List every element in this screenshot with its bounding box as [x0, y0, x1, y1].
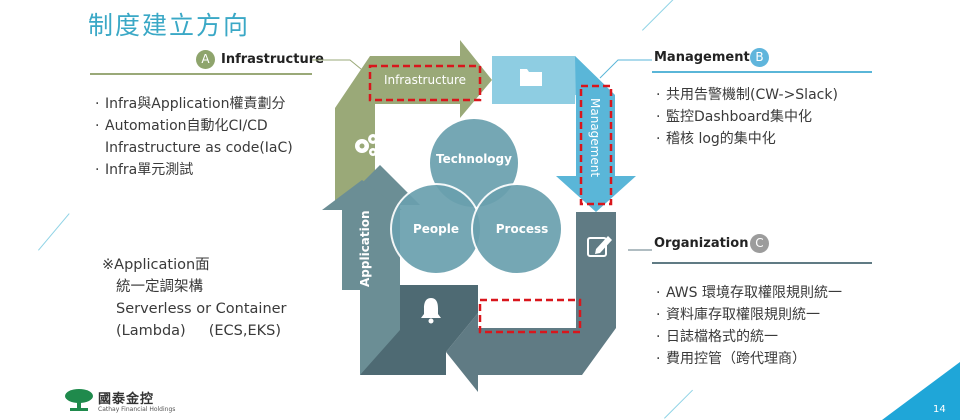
- organization-heading: Organization: [654, 236, 749, 251]
- infrastructure-bullets: · Infra與Application權責劃分 · Automation自動化CI/…: [95, 93, 293, 181]
- bullet-item: · Infra與Application權責劃分: [95, 93, 293, 115]
- connector-line: [599, 59, 652, 79]
- bullet-item: · 資料庫存取權限規則統一: [656, 304, 842, 326]
- bullet-dot: ·: [95, 162, 100, 178]
- edit-icon: [587, 236, 612, 257]
- bullet-dot: ·: [656, 285, 661, 301]
- infrastructure-arrow: [335, 40, 492, 118]
- bullet-item: · Infra單元測試: [95, 159, 293, 181]
- bullet-item: Infrastructure as code(IaC): [95, 137, 293, 159]
- bullet-dot: ·: [656, 109, 661, 125]
- bullet-item: · AWS 環境存取權限規則統一: [656, 282, 842, 304]
- logo-name: 國泰金控: [98, 392, 155, 407]
- bullet-text: 日誌檔格式的統一: [666, 329, 778, 345]
- bullet-text: 費用控管（跨代理商）: [666, 351, 806, 367]
- organization-rule: [652, 262, 872, 264]
- bullet-dot: ·: [656, 351, 661, 367]
- process-circle: [471, 183, 563, 275]
- bullet-text: 資料庫存取權限規則統一: [666, 307, 820, 323]
- bullet-text: Infra單元測試: [105, 162, 194, 178]
- bullet-dot: ·: [656, 307, 661, 323]
- infrastructure-highlight: [368, 64, 482, 102]
- application-note-line: 統一定調架構: [116, 279, 203, 295]
- application-note-line: Serverless or Container: [116, 301, 287, 317]
- application-arrow-label: Application: [358, 210, 372, 287]
- bullet-dot: ·: [95, 118, 100, 134]
- page-title: 制度建立方向: [88, 11, 251, 40]
- infrastructure-arrow-label: Infrastructure: [384, 73, 466, 87]
- organization-arrow-label: Organization: [490, 310, 573, 325]
- organization-bullets: · AWS 環境存取權限規則統一 · 資料庫存取權限規則統一 · 日誌檔格式的統一 ·…: [656, 282, 842, 370]
- bullet-text: 共用告警機制(CW->Slack): [666, 87, 838, 103]
- application-note-heading: ※Application面: [102, 257, 210, 273]
- bullet-item: · 共用告警機制(CW->Slack): [656, 84, 838, 106]
- organization-arrow-bottom: [360, 285, 478, 375]
- bullet-text: Infrastructure as code(IaC): [105, 140, 293, 156]
- technology-label: Technology: [436, 152, 512, 166]
- bullet-item: · 費用控管（跨代理商）: [656, 348, 842, 370]
- bullet-item: · Automation自動化CI/CD: [95, 115, 293, 137]
- application-arrow-body: [322, 180, 402, 290]
- management-arrow: [556, 56, 636, 212]
- page-number: 14: [933, 404, 946, 415]
- cathay-logo-icon: [65, 389, 93, 411]
- bullet-dot: ·: [656, 329, 661, 345]
- badge-c: C: [750, 234, 769, 253]
- folder-icon: [520, 69, 542, 86]
- management-heading: Management: [654, 50, 750, 65]
- bullet-dot: ·: [95, 96, 100, 112]
- bullet-text: 稽核 log的集中化: [666, 131, 776, 147]
- management-highlight: [579, 84, 613, 206]
- bullet-dot: ·: [656, 131, 661, 147]
- bell-icon: [421, 298, 441, 324]
- infrastructure-rule: [90, 73, 312, 75]
- people-label: People: [413, 222, 459, 236]
- bullet-dot: ·: [656, 87, 661, 103]
- management-rule: [652, 71, 872, 73]
- management-arrow-label: Management: [588, 98, 602, 177]
- logo-subtitle: Cathay Financial Holdings: [98, 406, 176, 413]
- application-note-line: (Lambda) (ECS,EKS): [116, 323, 282, 339]
- organization-highlight: [478, 298, 582, 334]
- application-note: ※Application面 統一定調架構 Serverless or Conta…: [102, 254, 287, 342]
- bullet-item: · 稽核 log的集中化: [656, 128, 838, 150]
- bullet-text: 監控Dashboard集中化: [666, 109, 812, 125]
- badge-a: A: [196, 50, 215, 69]
- bullet-item: · 監控Dashboard集中化: [656, 106, 838, 128]
- infrastructure-heading: Infrastructure: [221, 52, 324, 67]
- bullet-text: AWS 環境存取權限規則統一: [666, 285, 842, 301]
- page-corner: [882, 362, 960, 420]
- process-label: Process: [496, 222, 549, 236]
- badge-b: B: [750, 48, 769, 67]
- bullet-text: Infra與Application權責劃分: [105, 96, 286, 112]
- organization-arrow-right: [576, 212, 616, 328]
- bullet-text: Automation自動化CI/CD: [105, 118, 268, 134]
- gears-icon: [355, 134, 378, 156]
- management-bullets: · 共用告警機制(CW->Slack) · 監控Dashboard集中化 · 稽核 l…: [656, 84, 838, 150]
- bullet-item: · 日誌檔格式的統一: [656, 326, 842, 348]
